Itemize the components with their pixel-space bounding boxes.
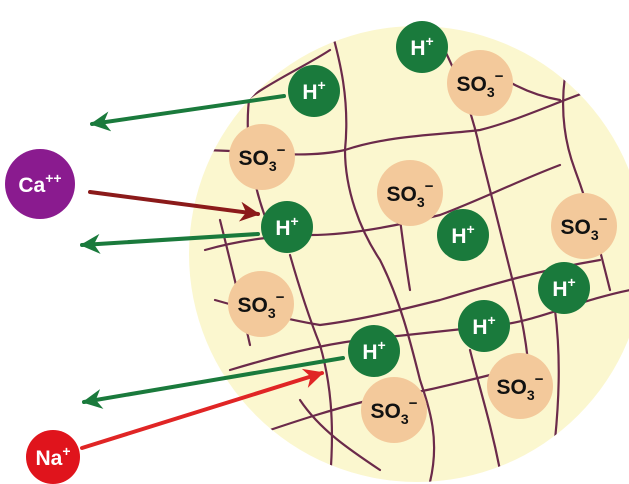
sulfonate-groups: SO3− SO3− SO3− SO3− SO3− SO3− [228,50,617,443]
sulfonate-group: SO3− [447,50,513,116]
svg-text:Ca++: Ca++ [18,170,61,197]
svg-text:H+: H+ [275,213,298,240]
calcium-ion: Ca++ [5,149,75,219]
hydrogen-ions: H+ H+ H+ H+ H+ H+ [261,21,590,377]
svg-text:Na+: Na+ [35,443,70,470]
hydrogen-ion: H+ [348,325,400,377]
hydrogen-ion: H+ [437,209,489,261]
svg-text:SO3−: SO3− [371,395,418,427]
hydrogen-ion: H+ [288,65,340,117]
hydrogen-ion: H+ [538,262,590,314]
released-h-arrow [90,94,286,132]
sodium-ion: Na+ [26,430,80,484]
svg-text:H+: H+ [451,221,474,248]
released-h-arrow [80,232,260,254]
sulfonate-group: SO3− [551,193,617,259]
exchange-arrows [80,94,345,450]
svg-text:H+: H+ [302,77,325,104]
sodium-incoming-arrow [80,368,324,450]
sulfonate-group: SO3− [361,377,427,443]
svg-text:H+: H+ [362,337,385,364]
sulfonate-group: SO3− [487,353,553,419]
released-h-arrow [82,356,345,409]
sulfonate-group: SO3− [377,160,443,226]
svg-text:SO3−: SO3− [239,142,286,174]
svg-text:H+: H+ [472,312,495,339]
sulfonate-group: SO3− [228,271,294,337]
resin-bead: SO3− SO3− SO3− SO3− SO3− SO3− [189,21,629,482]
calcium-incoming-arrow [88,190,260,222]
hydrogen-ion: H+ [396,21,448,73]
svg-text:SO3−: SO3− [387,178,434,210]
svg-text:SO3−: SO3− [457,68,504,100]
hydrogen-ion: H+ [261,201,313,253]
svg-text:H+: H+ [552,274,575,301]
svg-text:SO3−: SO3− [561,211,608,243]
svg-text:SO3−: SO3− [497,371,544,403]
hydrogen-ion: H+ [458,300,510,352]
svg-text:H+: H+ [410,33,433,60]
svg-text:SO3−: SO3− [238,289,285,321]
sulfonate-group: SO3− [229,124,295,190]
